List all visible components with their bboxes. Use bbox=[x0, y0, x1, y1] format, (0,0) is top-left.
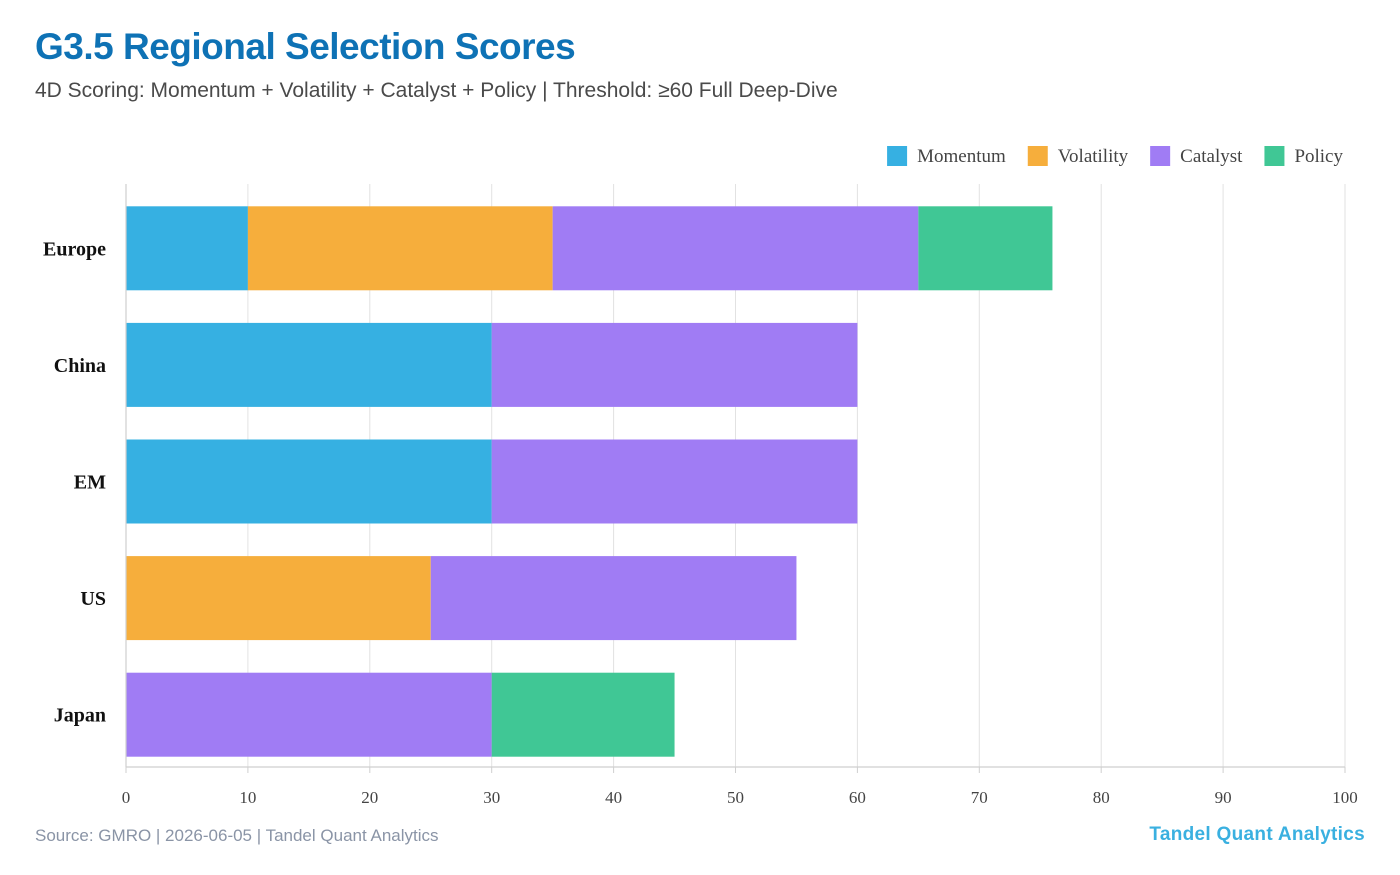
x-tick-label: 0 bbox=[122, 788, 131, 807]
x-tick-label: 80 bbox=[1093, 788, 1110, 807]
x-tick-label: 90 bbox=[1215, 788, 1232, 807]
legend-label: Volatility bbox=[1058, 146, 1129, 167]
chart-subtitle: 4D Scoring: Momentum + Volatility + Cata… bbox=[35, 79, 838, 102]
bar-volatility-europe bbox=[247, 206, 553, 291]
x-tick-labels: 0 10 20 30 40 50 60 70 80 90 100 bbox=[122, 788, 1358, 807]
bar-policy-europe bbox=[918, 206, 1053, 291]
category-labels: Europe China EM US Japan bbox=[43, 238, 106, 726]
legend-item-momentum: Momentum bbox=[887, 146, 1006, 167]
x-tick-label: 50 bbox=[727, 788, 744, 807]
x-tick-label: 40 bbox=[605, 788, 622, 807]
x-tick-label: 70 bbox=[971, 788, 988, 807]
x-tick-label: 100 bbox=[1332, 788, 1358, 807]
legend-label: Policy bbox=[1294, 146, 1343, 167]
bar-catalyst-us bbox=[430, 556, 797, 641]
legend-swatch bbox=[1150, 146, 1171, 166]
x-tick-label: 30 bbox=[483, 788, 500, 807]
bar-momentum-europe bbox=[126, 206, 248, 291]
x-tick-label: 20 bbox=[361, 788, 378, 807]
legend-label: Momentum bbox=[917, 146, 1006, 167]
bar-momentum-em bbox=[126, 439, 492, 524]
legend-item-catalyst: Catalyst bbox=[1150, 146, 1243, 167]
chart-title: G3.5 Regional Selection Scores bbox=[35, 26, 576, 67]
bar-catalyst-europe bbox=[552, 206, 919, 291]
bar-catalyst-china bbox=[491, 322, 858, 407]
bar-catalyst-japan bbox=[126, 672, 492, 757]
category-label: China bbox=[54, 355, 106, 377]
legend-swatch bbox=[887, 146, 908, 166]
bar-policy-japan bbox=[491, 672, 675, 757]
category-label: Japan bbox=[54, 705, 106, 727]
footer-brand: Tandel Quant Analytics bbox=[1149, 824, 1365, 845]
category-label: Europe bbox=[43, 238, 106, 260]
category-label: US bbox=[80, 588, 106, 610]
x-tick-label: 60 bbox=[849, 788, 866, 807]
category-label: EM bbox=[74, 472, 106, 494]
axes bbox=[125, 184, 1346, 773]
legend-item-policy: Policy bbox=[1264, 146, 1343, 167]
legend-item-volatility: Volatility bbox=[1027, 146, 1129, 167]
x-tick-label: 10 bbox=[239, 788, 256, 807]
legend-swatch bbox=[1264, 146, 1285, 166]
bar-volatility-us bbox=[126, 556, 431, 641]
legend: Momentum Volatility Catalyst Policy bbox=[887, 146, 1343, 167]
legend-label: Catalyst bbox=[1180, 146, 1243, 167]
bar-momentum-china bbox=[126, 322, 492, 407]
bar-catalyst-em bbox=[491, 439, 858, 524]
legend-swatch bbox=[1027, 146, 1048, 166]
bars bbox=[126, 206, 1053, 757]
footer-source: Source: GMRO | 2026-06-05 | Tandel Quant… bbox=[35, 826, 439, 845]
